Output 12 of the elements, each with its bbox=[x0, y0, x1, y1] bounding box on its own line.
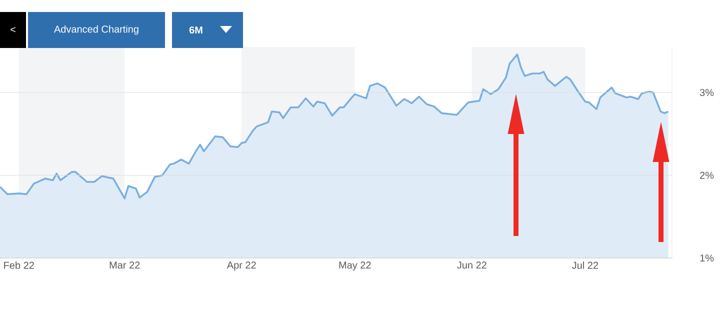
x-tick-label: Jun 22 bbox=[457, 262, 486, 269]
x-tick-label: May 22 bbox=[339, 262, 371, 271]
text: Advanced Charting bbox=[54, 25, 138, 35]
y-tick-label: 1% bbox=[700, 254, 714, 262]
x-tick-label: Feb 22 bbox=[4, 262, 34, 269]
text: < bbox=[10, 27, 16, 32]
y-tick-label: 3% bbox=[700, 88, 714, 96]
y-tick-label: 2% bbox=[700, 172, 714, 179]
x-tick-label: Jul 22 bbox=[572, 262, 598, 269]
x-tick-label: Mar 22 bbox=[110, 262, 140, 269]
text: 6M bbox=[189, 26, 202, 34]
x-tick-label: Apr 22 bbox=[226, 262, 256, 271]
